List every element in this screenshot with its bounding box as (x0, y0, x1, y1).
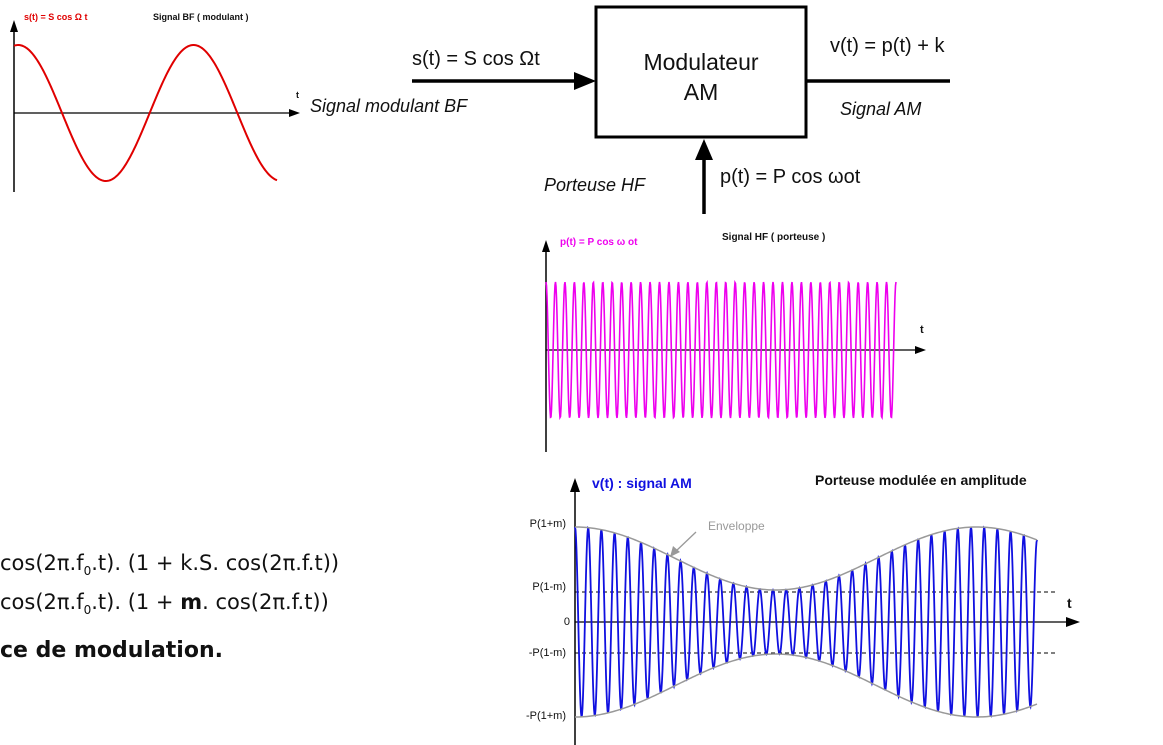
equation-line-2: cos(2π.f0.t). (1 + m. cos(2π.f.t)) (0, 590, 329, 618)
am-envelope-top (574, 526, 1038, 591)
am-y-label-p1pm: P(1+m) (530, 518, 566, 530)
bf-sine-curve (13, 43, 278, 183)
input-caption: Signal modulant BF (310, 96, 468, 116)
bf-signal-graph: s(t) = S cos Ω t Signal BF ( modulant ) … (10, 12, 300, 192)
am-t-axis-arrow (1066, 617, 1080, 627)
envelope-pointer (674, 531, 697, 553)
carrier-formula: p(t) = P cos ωot (720, 166, 861, 188)
am-signal-graph: v(t) : signal AM Porteuse modulée en amp… (526, 472, 1080, 745)
bf-signal-title: Signal BF ( modulant ) (153, 12, 249, 22)
carrier-arrow-head (695, 139, 713, 160)
envelope-label: Enveloppe (708, 519, 765, 533)
hf-signal-label: p(t) = P cos ω ot (560, 237, 638, 248)
am-y-label-neg-p1mm: -P(1-m) (529, 647, 566, 659)
output-caption: Signal AM (840, 99, 921, 119)
am-t-label: t (1067, 595, 1072, 611)
am-signal-title: Porteuse modulée en amplitude (815, 472, 1027, 488)
hf-carrier-curve (545, 279, 897, 421)
hf-y-axis-arrow (542, 240, 550, 252)
carrier-caption: Porteuse HF (544, 175, 646, 195)
bf-t-label: t (296, 90, 299, 100)
bf-signal-label: s(t) = S cos Ω t (24, 12, 87, 22)
input-arrow-head (574, 72, 596, 90)
modulator-title-line1: Modulateur (643, 49, 758, 75)
modulation-index-m: m (180, 590, 203, 614)
hf-t-label: t (920, 324, 924, 336)
envelope-pointer-head (670, 546, 680, 557)
modulator-box (594, 5, 808, 139)
modulation-index-caption: ce de modulation. (0, 638, 223, 663)
am-y-label-neg-p1pm: -P(1+m) (526, 710, 566, 722)
bf-y-axis-arrow (10, 20, 18, 32)
am-y-label-p1mm: P(1-m) (532, 581, 566, 593)
hf-signal-graph: p(t) = P cos ω ot Signal HF ( porteuse )… (542, 232, 926, 452)
hf-signal-title: Signal HF ( porteuse ) (722, 232, 825, 243)
am-signal-label: v(t) : signal AM (592, 475, 692, 491)
am-y-label-zero: 0 (564, 616, 570, 628)
input-formula: s(t) = S cos Ωt (412, 48, 540, 70)
modulator-title-line2: AM (684, 79, 719, 105)
hf-t-axis-arrow (915, 346, 926, 354)
bf-t-axis-arrow (289, 109, 300, 117)
equation-line-1: cos(2π.f0.t). (1 + k.S. cos(2π.f.t)) (0, 551, 340, 579)
output-formula: v(t) = p(t) + k s(t) p(t) (830, 35, 950, 57)
modulator-block-diagram: Modulateur AM s(t) = S cos Ωt Signal mod… (310, 5, 950, 214)
am-y-axis-arrow (570, 478, 580, 492)
am-envelope-bottom (574, 653, 1038, 718)
